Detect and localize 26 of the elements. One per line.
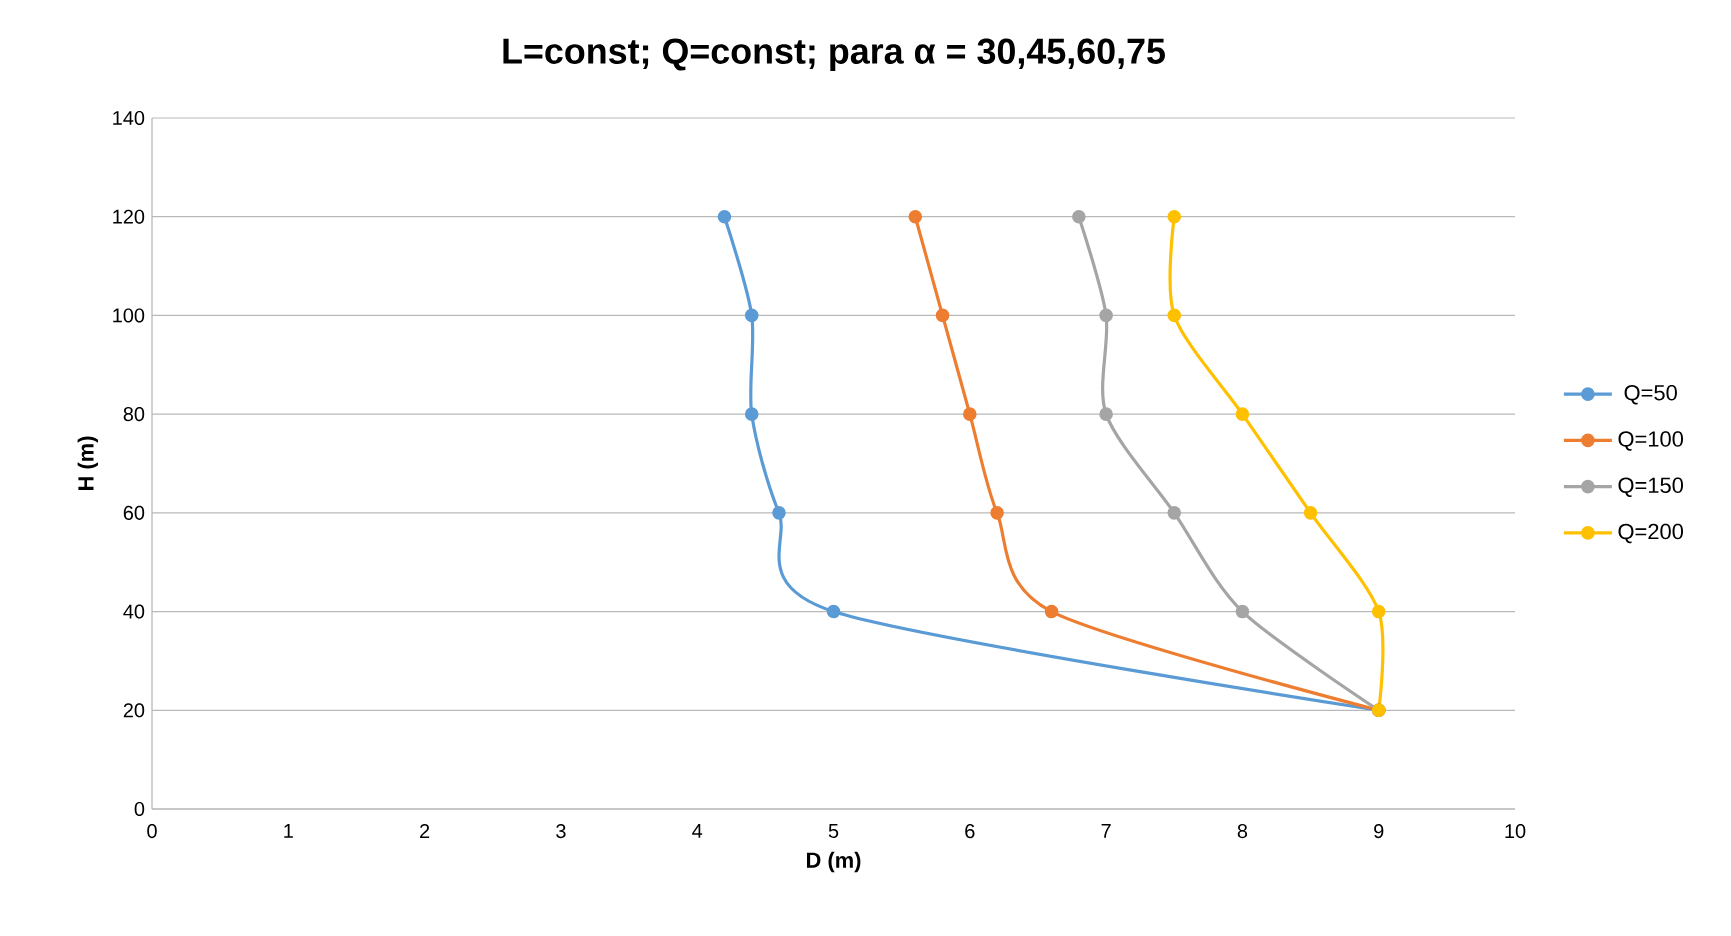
x-tick-label: 10 bbox=[1505, 824, 1526, 839]
x-tick-label: 7 bbox=[1101, 824, 1111, 838]
y-tick-label: 140 bbox=[113, 110, 145, 126]
x-tick-label: 6 bbox=[965, 824, 975, 839]
x-tick-label: 3 bbox=[556, 824, 566, 839]
y-tick-label: 0 bbox=[134, 801, 145, 817]
y-tick-label: 80 bbox=[123, 407, 145, 422]
y-tick-label: 100 bbox=[113, 308, 145, 323]
legend-label: Q=150 bbox=[1618, 477, 1684, 497]
x-axis-title: D (m) bbox=[806, 851, 861, 873]
y-tick-label: 120 bbox=[113, 209, 145, 224]
x-tick-label: 5 bbox=[828, 824, 839, 838]
x-tick-label: 4 bbox=[692, 824, 703, 838]
chart-title: L=const; Q=const; para α = 30,45,60,75 bbox=[503, 38, 1165, 71]
y-tick-label: 20 bbox=[123, 703, 145, 718]
y-axis-title: H (m) bbox=[77, 436, 99, 491]
legend-label: Q=100 bbox=[1618, 431, 1684, 451]
legend-label: Q=50 bbox=[1624, 384, 1677, 405]
x-tick-label: 2 bbox=[420, 824, 430, 838]
y-tick-label: 40 bbox=[123, 604, 145, 619]
x-tick-label: 0 bbox=[147, 824, 157, 839]
y-tick-label: 60 bbox=[123, 505, 145, 520]
x-tick-label: 8 bbox=[1237, 824, 1248, 839]
legend-label: Q=200 bbox=[1618, 523, 1684, 544]
x-tick-label: 1 bbox=[284, 824, 293, 838]
x-tick-label: 9 bbox=[1374, 824, 1384, 839]
